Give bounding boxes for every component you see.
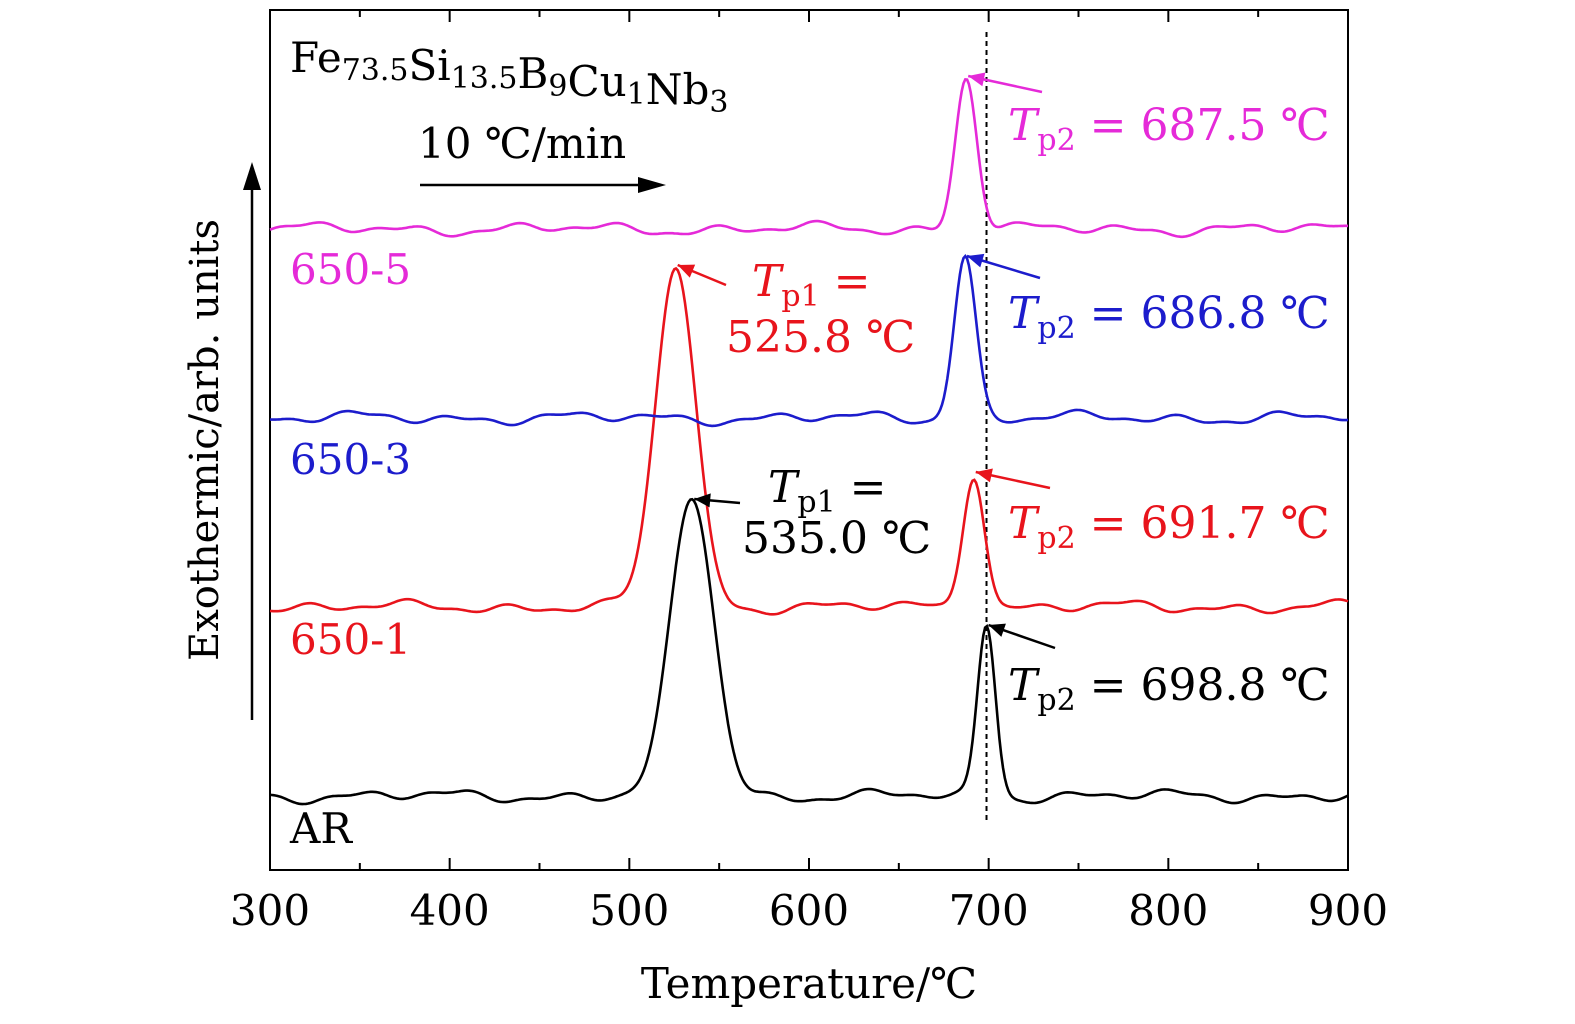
series-label-650-5: 650-5 bbox=[290, 245, 411, 294]
x-tick-label: 500 bbox=[589, 886, 669, 935]
tp2-label-AR: Tp2 = 698.8 ℃ bbox=[1008, 660, 1330, 718]
x-tick-label: 600 bbox=[769, 886, 849, 935]
x-axis-tick-labels: 300 400 500 600 700 800 900 bbox=[230, 886, 1388, 935]
tp2-label-650-3: Tp2 = 686.8 ℃ bbox=[1008, 288, 1330, 346]
tp1-label-AR: Tp1 = bbox=[768, 462, 887, 520]
annotation-layer: AR 650-1 650-3 650-5 Tp2 = 698.8 ℃ Tp2 = 691.… bbox=[289, 72, 1330, 853]
series-label-AR: AR bbox=[289, 804, 353, 853]
x-tick-label: 700 bbox=[949, 886, 1029, 935]
series-line-AR bbox=[269, 497, 1349, 806]
composition-label: Fe73.5Si13.5B9Cu1Nb3 bbox=[290, 33, 729, 120]
tp2-label-650-5: Tp2 = 687.5 ℃ bbox=[1008, 100, 1330, 158]
tp1-arrow-AR-head bbox=[694, 493, 711, 508]
x-axis-label: Temperature/℃ bbox=[641, 959, 977, 1008]
series-line-650-3 bbox=[269, 254, 1349, 428]
tp2-arrow-650-3-head bbox=[966, 253, 985, 268]
heating-rate-label: 10 ℃/min bbox=[418, 119, 626, 168]
x-tick-label: 800 bbox=[1128, 886, 1208, 935]
tp1-label-650-1: Tp1 = bbox=[752, 256, 871, 314]
series-label-650-3: 650-3 bbox=[290, 435, 411, 484]
tp2-arrow-650-1-head bbox=[975, 468, 993, 483]
x-axis-ticks bbox=[269, 10, 1349, 870]
y-axis-arrowhead bbox=[243, 162, 261, 190]
x-tick-label: 300 bbox=[230, 886, 310, 935]
y-axis-label: Exothermic/arb. units bbox=[182, 219, 228, 661]
heating-rate-arrowhead bbox=[638, 177, 666, 193]
tp2-arrow-AR-head bbox=[988, 623, 1006, 637]
tp1-arrow-650-1-head bbox=[677, 264, 696, 278]
tp2-label-650-1: Tp2 = 691.7 ℃ bbox=[1008, 498, 1330, 556]
tp1-value-650-1: 525.8 ℃ bbox=[726, 312, 915, 363]
x-tick-label: 900 bbox=[1308, 886, 1388, 935]
tp2-arrow-650-5-head bbox=[968, 72, 986, 87]
series-line-650-1 bbox=[269, 266, 1349, 616]
x-tick-label: 400 bbox=[410, 886, 490, 935]
series-line-650-5 bbox=[269, 78, 1349, 239]
series-label-650-1: 650-1 bbox=[290, 615, 411, 664]
series-layer bbox=[269, 78, 1349, 806]
tp1-value-AR: 535.0 ℃ bbox=[742, 513, 931, 564]
